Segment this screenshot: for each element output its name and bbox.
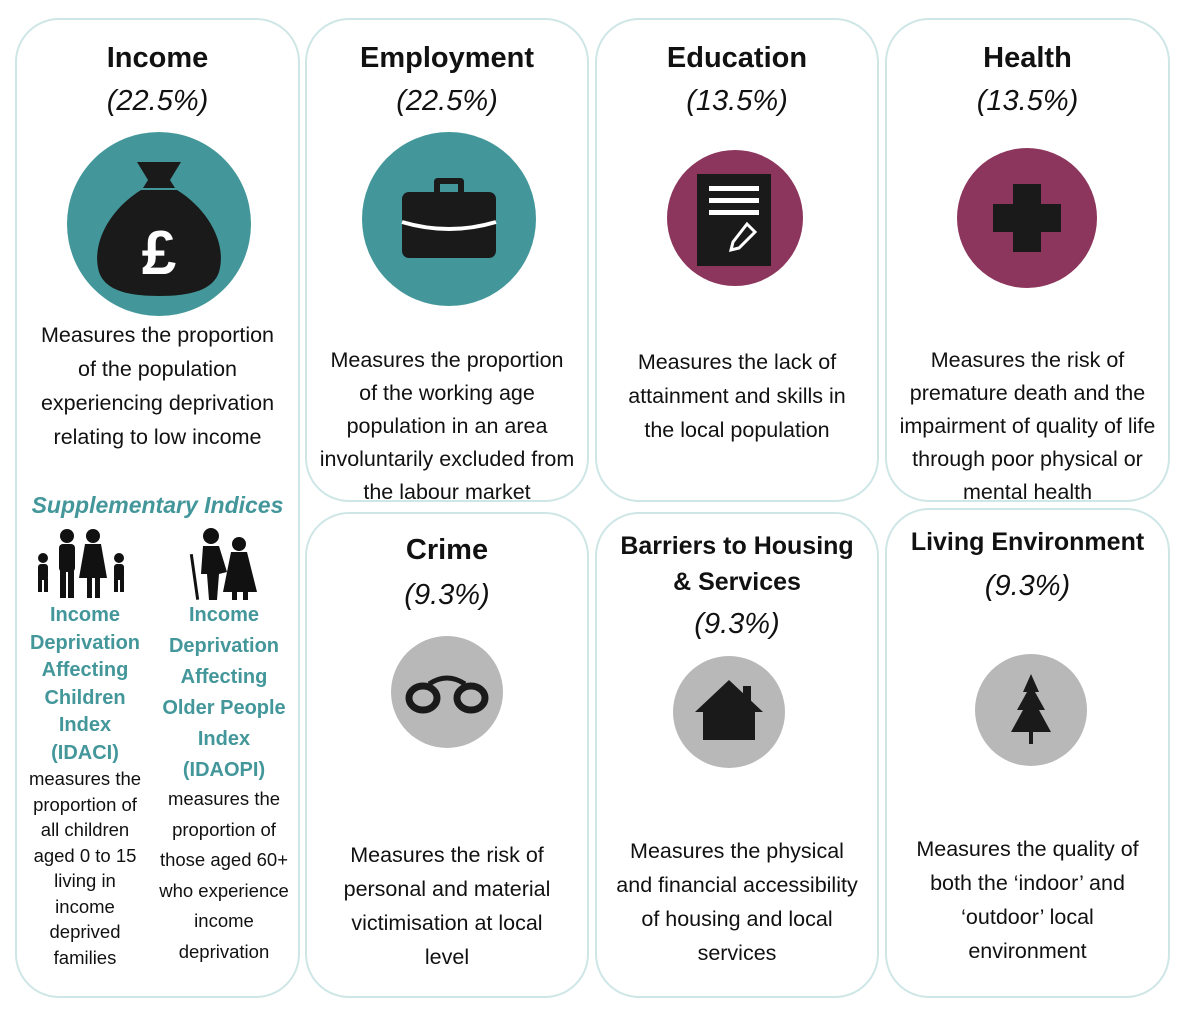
employment-description: Measures the proportion of the working a… <box>319 348 575 504</box>
crime-description: Measures the risk of personal and materi… <box>343 843 551 969</box>
family-icon <box>31 526 135 602</box>
card-health: Health (13.5%) Measures the risk of prem… <box>885 18 1170 504</box>
housing-description: Measures the physical and financial acce… <box>616 839 858 965</box>
supplementary-indices-heading: Supplementary Indices <box>31 492 284 518</box>
income-description: Measures the proportion of the populatio… <box>40 323 275 449</box>
briefcase-icon <box>362 132 536 306</box>
idaci-name: Income Deprivation Affecting Children In… <box>29 604 141 764</box>
housing-weight: (9.3%) <box>694 608 780 640</box>
income-weight: (22.5%) <box>106 85 209 117</box>
tree-icon <box>975 654 1087 766</box>
card-housing: Barriers to Housing & Services (9.3%) Me… <box>595 512 879 998</box>
living-description: Measures the quality of both the ‘indoor… <box>916 837 1139 963</box>
svg-text:£: £ <box>142 219 176 288</box>
idaci-description: measures the proportion of all children … <box>28 768 142 968</box>
document-pen-icon <box>667 150 803 286</box>
housing-title: Barriers to Housing & Services <box>620 532 854 596</box>
medical-cross-icon <box>957 148 1097 288</box>
idaopi-description: measures the proportion of those aged 60… <box>159 788 289 962</box>
education-title: Education <box>666 42 808 74</box>
card-employment: Employment (22.5%) Measures the proporti… <box>305 18 589 504</box>
handcuffs-icon <box>391 636 503 748</box>
living-weight: (9.3%) <box>984 570 1071 602</box>
employment-title: Employment <box>359 42 535 74</box>
education-weight: (13.5%) <box>686 85 788 117</box>
living-title: Living Environment <box>910 528 1145 556</box>
crime-weight: (9.3%) <box>404 579 490 611</box>
income-title: Income <box>106 42 209 74</box>
health-title: Health <box>983 42 1072 74</box>
idaopi-name: Income Deprivation Affecting Older Peopl… <box>162 604 286 781</box>
card-crime: Crime (9.3%) Measures the risk of person… <box>305 512 589 998</box>
older-people-icon <box>177 522 267 602</box>
employment-weight: (22.5%) <box>396 85 498 117</box>
health-weight: (13.5%) <box>976 85 1079 117</box>
education-description: Measures the lack of attainment and skil… <box>628 350 846 442</box>
card-income: Income (22.5%) £ Measures the proportion… <box>15 18 300 998</box>
crime-title: Crime <box>405 534 489 566</box>
card-living: Living Environment (9.3%) Measures the q… <box>885 508 1170 998</box>
health-description: Measures the risk of premature death and… <box>899 348 1156 504</box>
card-education: Education (13.5%) Measures the lack of a… <box>595 18 879 502</box>
money-bag-pound-icon: £ <box>67 132 251 316</box>
house-icon <box>673 656 785 768</box>
